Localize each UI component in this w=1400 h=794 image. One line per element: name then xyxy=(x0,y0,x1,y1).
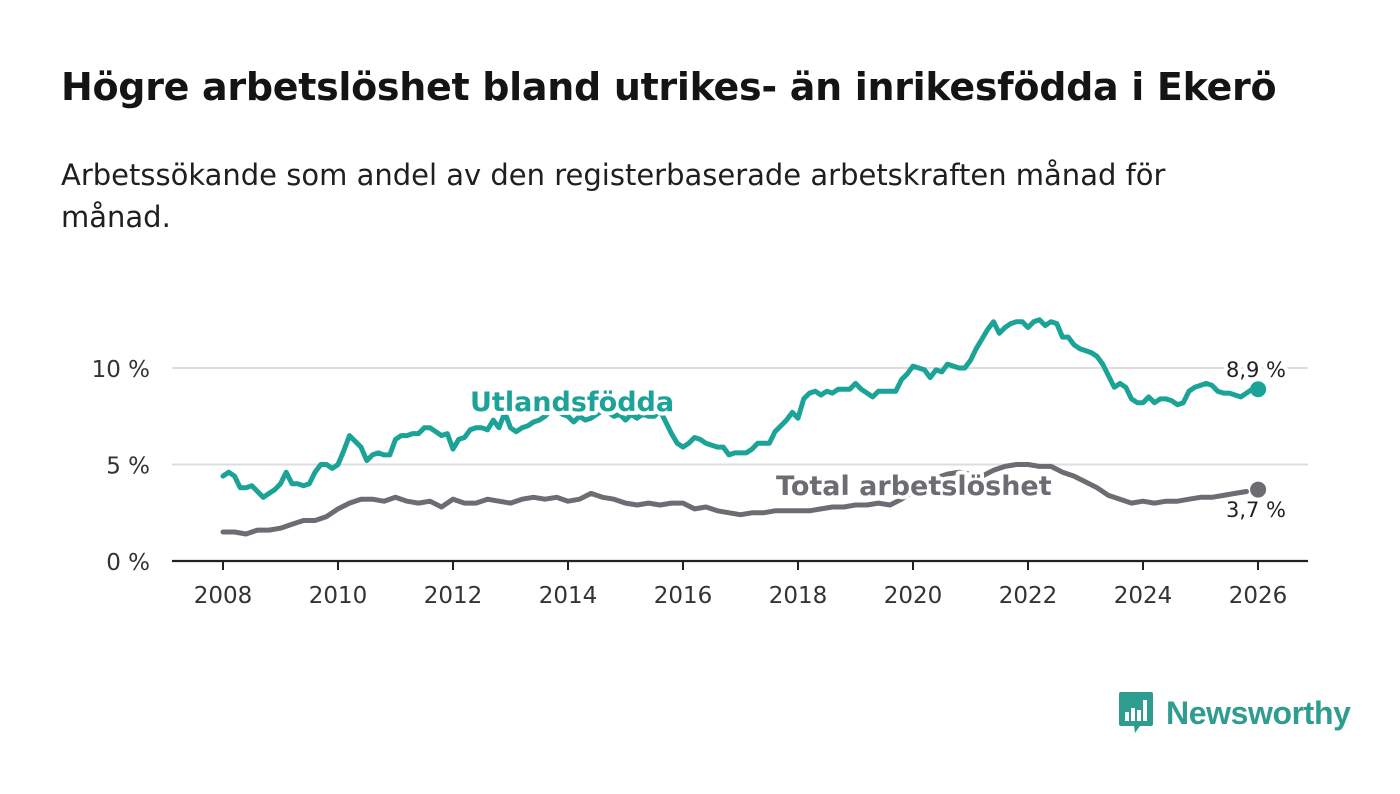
x-axis: 2008 2010 2012 2014 2016 2018 2020 2022 2024 2026 xyxy=(172,559,1308,609)
end-point-total xyxy=(1250,481,1267,498)
y-tick-label: 5 % xyxy=(106,454,150,480)
end-label-total-halo: 3,7 % xyxy=(1226,498,1286,522)
y-tick-label: 0 % xyxy=(106,550,150,576)
end-label-total: 3,7 %3,7 % xyxy=(1222,494,1290,526)
series-lines xyxy=(220,317,1267,537)
logo-text: Newsworthy xyxy=(1166,694,1351,731)
gridlines xyxy=(172,367,1308,466)
x-tick-label: 2018 xyxy=(769,583,828,609)
chart-subtitle: Arbetssökande som andel av den registerb… xyxy=(61,158,1166,234)
chart-title: Högre arbetslöshet bland utrikes- än inr… xyxy=(61,65,1277,109)
x-tick-label: 2024 xyxy=(1114,583,1173,609)
end-label-foreign-text: 8,9 % xyxy=(1226,358,1286,382)
y-tick-label: 10 % xyxy=(92,357,150,383)
end-point-foreign xyxy=(1250,381,1267,398)
end-label-foreign: 8,9 %8,9 % xyxy=(1222,354,1290,386)
x-tick-label: 2016 xyxy=(654,583,713,609)
x-tick-label: 2020 xyxy=(884,583,943,609)
x-tick-label: 2010 xyxy=(309,583,368,609)
series-line-foreign xyxy=(220,317,1255,500)
end-label-total-text: 3,7 % xyxy=(1226,498,1286,522)
x-tick-label: 2012 xyxy=(424,583,483,609)
x-tick-label: 2014 xyxy=(539,583,598,609)
series-annotation-total-text: Total arbetslöshet xyxy=(776,471,1052,502)
newsworthy-bar-chart-icon xyxy=(1119,692,1153,733)
y-axis-ticks: 0 % 5 % 10 % xyxy=(92,357,150,576)
x-tick-label: 2026 xyxy=(1229,583,1288,609)
series-annotation-total-halo: Total arbetslöshet xyxy=(776,471,1052,502)
series-annotation-foreign-text: Utlandsfödda xyxy=(470,387,674,418)
x-tick-label: 2008 xyxy=(194,583,253,609)
end-label-foreign-halo: 8,9 % xyxy=(1226,358,1286,382)
x-tick-label: 2022 xyxy=(999,583,1058,609)
series-line-total xyxy=(220,462,1249,537)
series-annotation-foreign-halo: Utlandsfödda xyxy=(470,387,674,418)
newsworthy-logo[interactable]: Newsworthy xyxy=(1118,690,1351,736)
